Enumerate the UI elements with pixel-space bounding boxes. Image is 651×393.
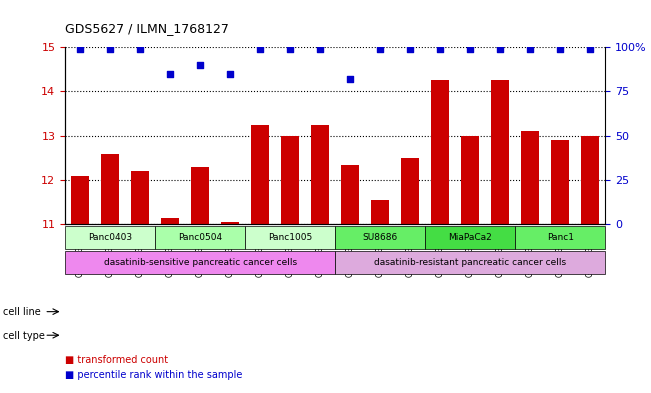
Bar [281,136,299,224]
Point [225,71,236,77]
Point [285,46,296,52]
Bar [131,171,149,224]
Text: Panc0403: Panc0403 [88,233,132,242]
Bar [221,222,239,224]
Bar [341,165,359,224]
Point [135,46,145,52]
Point [465,46,475,52]
Bar [311,125,329,224]
Bar [335,226,425,248]
Bar [581,136,600,224]
Point [585,46,596,52]
Point [435,46,445,52]
Bar [335,251,605,274]
Point [495,46,506,52]
Bar [155,226,245,248]
Text: Panc1005: Panc1005 [268,233,312,242]
Point [315,46,326,52]
Point [405,46,415,52]
Bar [401,158,419,224]
Text: dasatinib-resistant pancreatic cancer cells: dasatinib-resistant pancreatic cancer ce… [374,258,566,267]
Text: Panc1: Panc1 [547,233,574,242]
Bar [251,125,270,224]
Bar [425,226,516,248]
Point [375,46,385,52]
Bar [492,81,509,224]
Point [195,62,206,68]
Bar [245,226,335,248]
Bar [432,81,449,224]
Bar [462,136,479,224]
Bar [161,218,179,224]
Bar [101,154,119,224]
Point [255,46,266,52]
Point [75,46,85,52]
Text: dasatinib-sensitive pancreatic cancer cells: dasatinib-sensitive pancreatic cancer ce… [104,258,297,267]
Text: cell type: cell type [3,331,45,341]
Point [165,71,175,77]
Bar [516,226,605,248]
Text: ■ percentile rank within the sample: ■ percentile rank within the sample [65,370,242,380]
Text: MiaPaCa2: MiaPaCa2 [449,233,492,242]
Bar [65,226,155,248]
Point [345,76,355,82]
Point [555,46,566,52]
Point [525,46,536,52]
Text: cell line: cell line [3,307,41,318]
Point [105,46,115,52]
Bar [521,131,540,224]
Text: GDS5627 / ILMN_1768127: GDS5627 / ILMN_1768127 [65,22,229,35]
Bar [191,167,209,224]
Text: SU8686: SU8686 [363,233,398,242]
Bar [65,251,335,274]
Bar [71,176,89,224]
Text: ■ transformed count: ■ transformed count [65,354,168,365]
Text: Panc0504: Panc0504 [178,233,222,242]
Bar [371,200,389,224]
Bar [551,140,570,224]
